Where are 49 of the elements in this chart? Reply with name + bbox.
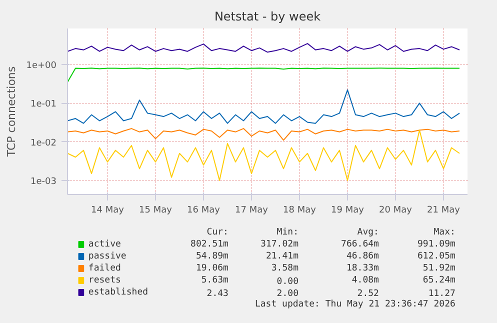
text: 2.00 (276, 289, 298, 299)
x-tick-label: 14 May (91, 206, 125, 216)
text: Avg: (357, 228, 379, 238)
line-series (68, 68, 460, 83)
y-axis-title: TCP connections (5, 66, 18, 158)
text: 3.58m (271, 264, 298, 274)
y-tick-label: 1e-02 (30, 138, 57, 148)
y-tick-label: 1e-01 (30, 100, 57, 110)
y-tick-label: 1e+00 (26, 61, 57, 72)
text: Min: (276, 228, 298, 238)
legend-label: passive (88, 252, 126, 262)
x-tick-label: 16 May (187, 206, 221, 216)
text: 317.02m (260, 240, 298, 250)
legend-label: established (88, 288, 148, 298)
text: 51.92m (422, 264, 456, 274)
text: 5.63m (201, 276, 228, 286)
x-tick-label: 21 May (427, 206, 461, 216)
text: Max: (434, 228, 456, 238)
text: 2.52 (357, 289, 379, 299)
x-tick-label: 17 May (235, 206, 269, 216)
text: Last update: Thu May 21 23:36:47 2026 (254, 300, 456, 310)
line-series (68, 89, 460, 124)
text: 54.89m (196, 252, 228, 262)
x-tick-label: 15 May (139, 206, 173, 216)
text: 766.64m (341, 240, 379, 250)
text: 2.43 (206, 289, 228, 299)
text: Cur: (206, 228, 228, 238)
x-tick-label: 19 May (331, 206, 365, 216)
x-tick-label: 18 May (283, 206, 317, 216)
text: 18.33m (346, 264, 379, 274)
chart-title: Netstat - by week (214, 10, 321, 24)
text: 802.51m (190, 240, 228, 250)
y-tick-label: 1e-03 (30, 176, 57, 187)
line-series (68, 128, 460, 141)
text: 65.24m (422, 276, 456, 286)
text: 4.08m (352, 276, 379, 286)
line-series (68, 43, 460, 53)
text: 21.41m (266, 252, 298, 262)
text: 19.06m (196, 264, 228, 274)
legend-label: failed (88, 264, 121, 274)
text: 0.00 (276, 277, 298, 287)
legend-label: resets (88, 276, 121, 286)
line-series (68, 130, 460, 181)
legend-label: active (88, 240, 121, 250)
x-tick-label: 20 May (379, 206, 413, 216)
text: 991.09m (418, 240, 456, 250)
text: 46.86m (346, 252, 379, 262)
text: 612.05m (418, 252, 456, 262)
text: 11.27 (428, 289, 456, 299)
